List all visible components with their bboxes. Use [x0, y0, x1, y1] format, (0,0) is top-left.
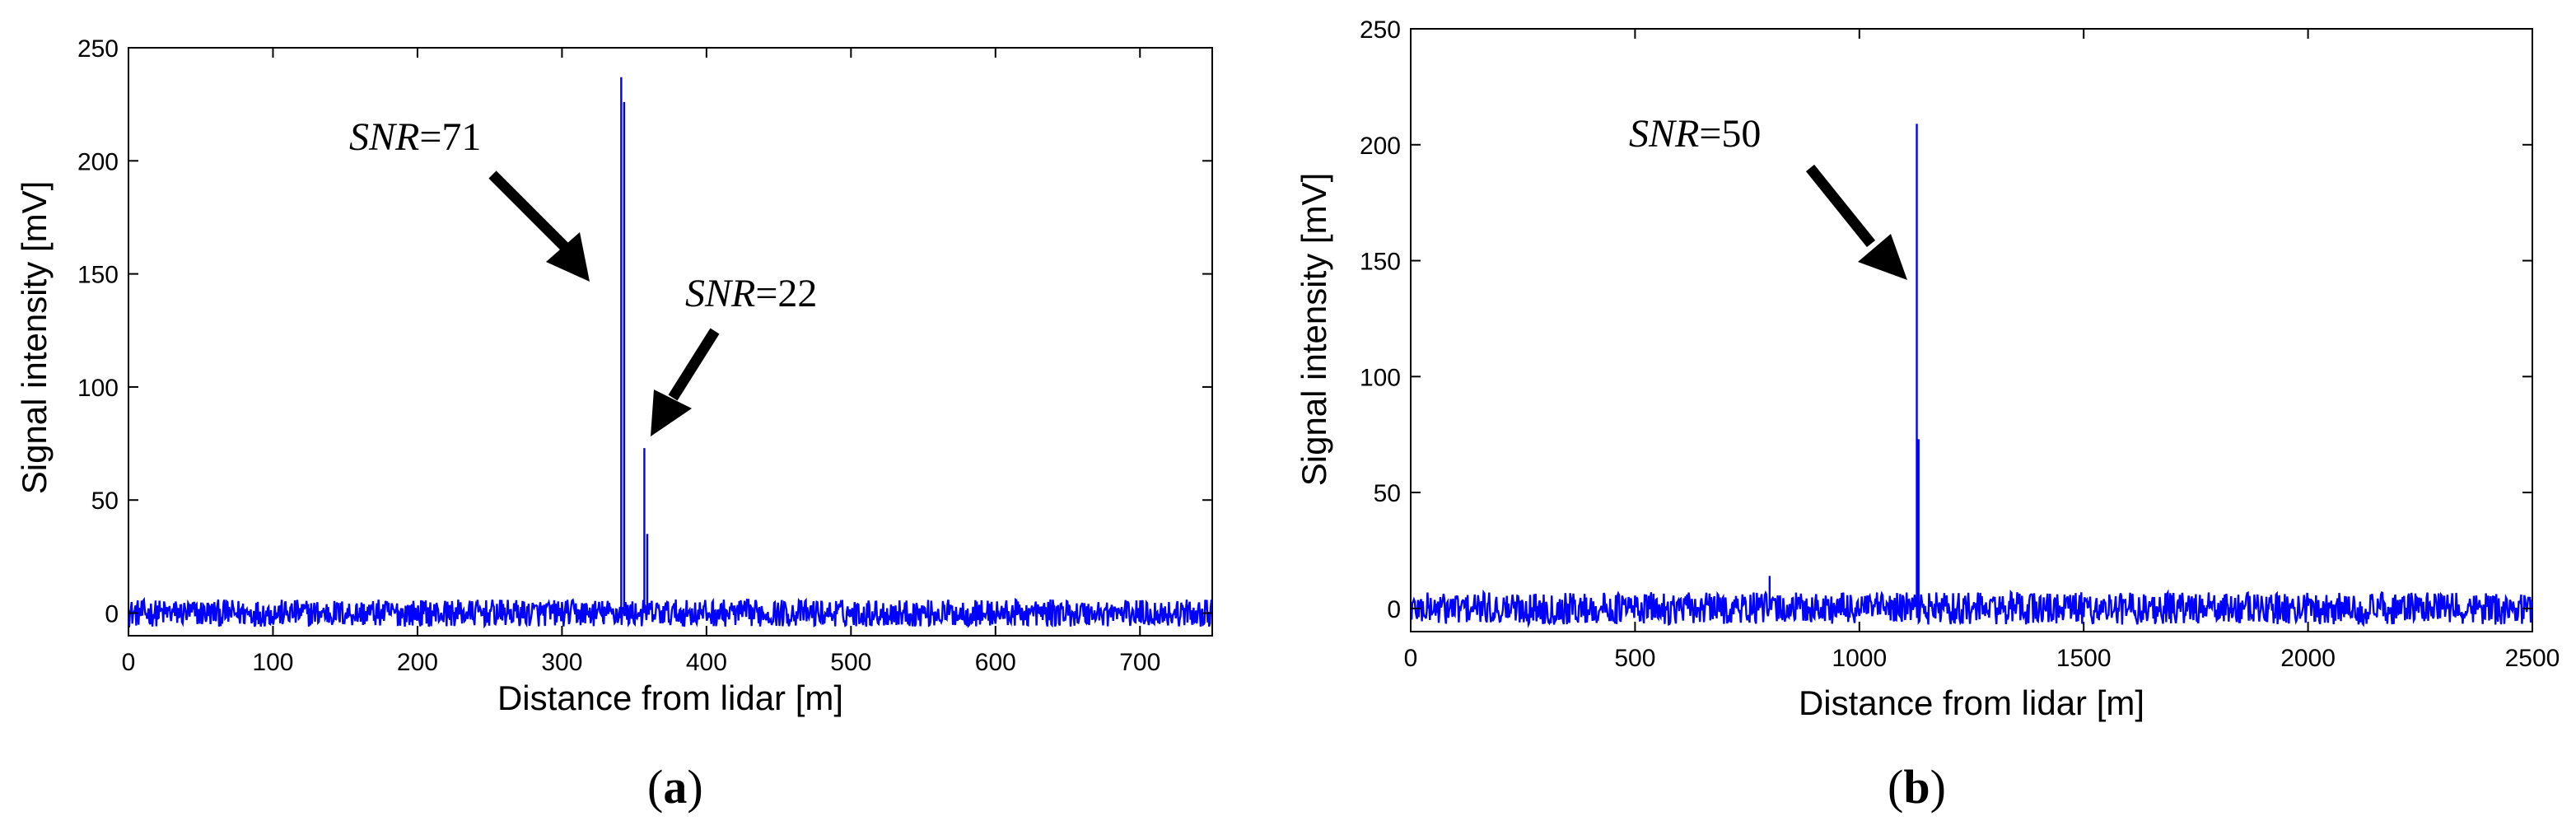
y-ticks-b: 0 50 100 150 200 250	[1360, 16, 2532, 623]
svg-text:SNR=22: SNR=22	[685, 272, 817, 315]
x-tick-label: 600	[975, 649, 1016, 676]
y-tick-label: 0	[1387, 596, 1401, 623]
annotation-arrow-head-a2	[651, 390, 692, 436]
panel-label-a: (a)	[647, 760, 703, 814]
x-tick-label: 2500	[2505, 645, 2560, 672]
signal-series-a	[128, 77, 1212, 629]
y-tick-label: 150	[1360, 249, 1401, 276]
snr-annotation-a1: SNR=71	[349, 115, 590, 282]
y-axis-label-a: Signal intensity [mV]	[15, 181, 54, 495]
x-tick-label: 1500	[2056, 645, 2112, 672]
annotation-arrow-head-a1	[546, 232, 590, 282]
snr-annotation-a2: SNR=22	[651, 272, 817, 436]
x-tick-label: 300	[541, 649, 582, 676]
x-tick-label: 0	[122, 649, 136, 676]
x-tick-label: 700	[1119, 649, 1160, 676]
svg-text:SNR=71: SNR=71	[349, 115, 481, 159]
chart-panel-a: 0 100 200 300 400 500 600 700 0 50 100 150 200 250 D…	[15, 35, 1213, 717]
y-ticks-a: 0 50 100 150 200 250	[77, 35, 1212, 628]
x-tick-label: 2000	[2280, 645, 2336, 672]
svg-text:SNR=50: SNR=50	[1629, 112, 1761, 156]
x-axis-label-a: Distance from lidar [m]	[497, 679, 843, 717]
x-tick-label: 500	[830, 649, 871, 676]
signal-series-b	[1411, 124, 2532, 628]
x-ticks-b: 0 500 1000 1500 2000 2500	[1404, 29, 2560, 672]
y-axis-label-b: Signal intensity [mV]	[1295, 173, 1333, 487]
x-tick-label: 400	[686, 649, 727, 676]
y-tick-label: 150	[77, 262, 119, 289]
y-tick-label: 50	[1374, 480, 1401, 507]
x-tick-label: 500	[1614, 645, 1655, 672]
chart-panel-b: 0 500 1000 1500 2000 2500 0 50 100 150 200 250 Dis…	[1295, 16, 2560, 722]
y-tick-label: 200	[1360, 133, 1401, 160]
snr-annotation-b1: SNR=50	[1629, 112, 1907, 280]
plot-frame-b	[1410, 28, 2533, 632]
y-tick-label: 50	[91, 487, 119, 515]
y-tick-label: 200	[77, 148, 119, 175]
y-tick-label: 100	[77, 375, 119, 402]
x-axis-label-b: Distance from lidar [m]	[1799, 683, 2144, 722]
y-tick-label: 250	[1360, 16, 1401, 44]
annotation-arrow-head-b1	[1858, 234, 1907, 280]
x-tick-label: 1000	[1832, 645, 1887, 672]
x-ticks-a: 0 100 200 300 400 500 600 700	[122, 48, 1160, 676]
y-tick-label: 0	[105, 601, 119, 628]
annotation-arrow-shaft-b1	[1805, 164, 1876, 248]
annotation-arrow-shaft-a1	[488, 170, 569, 251]
x-tick-label: 200	[397, 649, 438, 676]
x-tick-label: 0	[1404, 645, 1418, 672]
annotation-arrow-shaft-a2	[668, 328, 720, 401]
y-tick-label: 250	[77, 35, 119, 63]
plot-frame-a	[128, 47, 1213, 637]
panel-label-b: (b)	[1888, 760, 1946, 814]
x-tick-label: 100	[252, 649, 293, 676]
y-tick-label: 100	[1360, 364, 1401, 391]
